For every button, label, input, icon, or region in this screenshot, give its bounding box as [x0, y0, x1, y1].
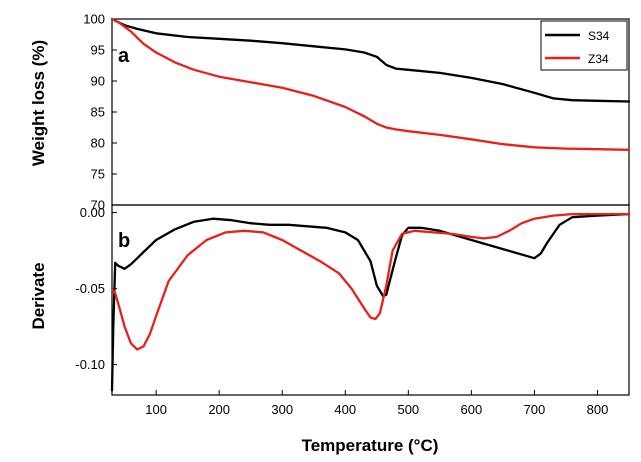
panel-a-letter: a	[118, 45, 130, 67]
y-tick-label: 70	[91, 198, 105, 213]
x-tick-label: 700	[524, 402, 546, 417]
x-tick-label: 500	[397, 402, 419, 417]
x-axis-title: Temperature (°C)	[302, 436, 439, 455]
panel-b-frame	[111, 204, 630, 396]
panel-b-y-axis-title: Derivate	[29, 262, 48, 329]
y-tick-label: 80	[91, 136, 105, 151]
y-tick-label: -0.10	[75, 357, 105, 372]
y-tick-label: 100	[83, 12, 105, 27]
panel-b-y-axis: -0.10 -0.05 0.00	[75, 205, 117, 372]
series-line-s34	[110, 212, 631, 392]
y-tick-label: 95	[91, 43, 105, 58]
legend-label-z34: Z34	[588, 52, 609, 66]
series-line-z34	[110, 17, 631, 151]
y-tick-label: -0.05	[75, 281, 105, 296]
panel-a-y-axis: 70 75 80 85 90 95 100	[83, 12, 117, 213]
panel-b-x-axis: 100 200 300 400 500 600 700 800	[145, 390, 608, 417]
panel-a: 70 75 80 85 90 95 100 a Weight loss (%) S34 Z3…	[29, 12, 631, 213]
y-tick-label: 85	[91, 105, 105, 120]
x-tick-label: 600	[461, 402, 483, 417]
panel-b: -0.10-0.050.00 100 200 300 400 500 600 700 800 …	[29, 204, 631, 455]
series-line-s34	[110, 17, 631, 103]
x-tick-label: 200	[208, 402, 230, 417]
series-line-z34	[110, 212, 631, 351]
y-tick-label: 0.00	[80, 205, 105, 220]
legend-box	[540, 20, 628, 71]
legend: S34 Z34	[540, 20, 628, 71]
x-tick-label: 300	[271, 402, 293, 417]
legend-label-s34: S34	[588, 29, 610, 43]
x-tick-label: 100	[145, 402, 167, 417]
x-tick-label: 800	[587, 402, 609, 417]
panel-b-letter: b	[118, 230, 130, 252]
panel-a-y-axis-title: Weight loss (%)	[29, 40, 48, 166]
x-tick-label: 400	[334, 402, 356, 417]
y-tick-label: 75	[91, 167, 105, 182]
y-tick-label: 90	[91, 74, 105, 89]
panel-a-series	[110, 17, 631, 151]
panel-b-series	[110, 212, 631, 392]
